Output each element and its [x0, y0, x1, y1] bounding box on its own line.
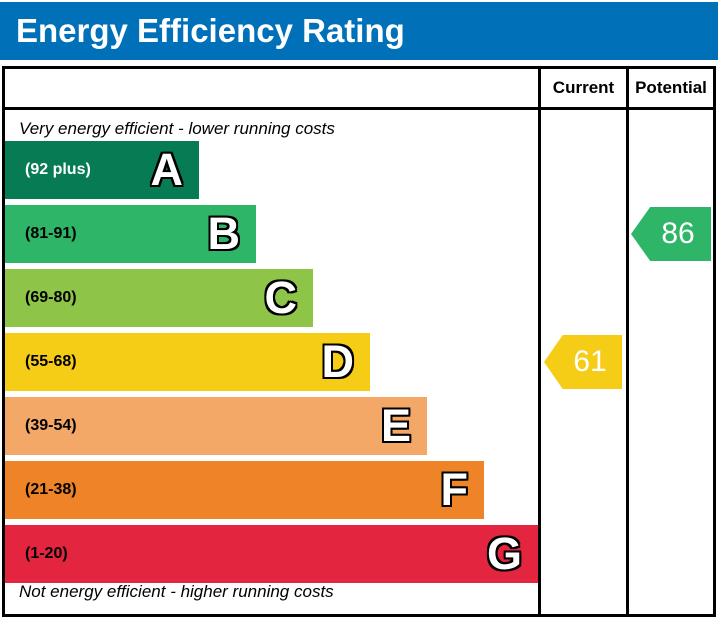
band-range-label: (92 plus) — [25, 161, 91, 178]
band-letter: F — [440, 464, 469, 515]
band-letter: G — [486, 528, 522, 579]
band-letter: E — [380, 400, 411, 451]
band-row-c: (69-80) C — [5, 269, 313, 327]
band-row-e: (39-54) E — [5, 397, 427, 455]
band-letter: B — [207, 208, 241, 259]
top-note: Very energy efficient - lower running co… — [19, 119, 335, 138]
band-range-label: (81-91) — [25, 225, 77, 242]
energy-rating-table: Current Potential Very energy efficient … — [2, 66, 716, 617]
band-row-a: (92 plus) A — [5, 141, 199, 199]
potential-column: 86 — [626, 110, 713, 614]
current-rating-value: 61 — [573, 345, 607, 378]
band-row-b: (81-91) B — [5, 205, 256, 263]
band-range-label: (21-38) — [25, 481, 77, 498]
band-letter: D — [321, 336, 355, 387]
chart-title: Energy Efficiency Rating — [16, 12, 405, 49]
main-header-cell — [5, 69, 538, 110]
current-column-header: Current — [538, 69, 626, 110]
band-range-label: (69-80) — [25, 289, 77, 306]
current-column: 61 — [538, 110, 626, 614]
potential-rating-arrow: 86 — [631, 207, 711, 261]
band-row-f: (21-38) F — [5, 461, 484, 519]
band-letter: C — [264, 272, 298, 323]
band-range-label: (55-68) — [25, 353, 77, 370]
potential-rating-value: 86 — [661, 217, 695, 250]
bottom-note: Not energy efficient - higher running co… — [19, 582, 334, 601]
band-range-label: (1-20) — [25, 545, 68, 562]
band-row-d: (55-68) D — [5, 333, 370, 391]
band-range-label: (39-54) — [25, 417, 77, 434]
chart-title-bar: Energy Efficiency Rating — [0, 2, 718, 60]
band-row-g: (1-20) G — [5, 525, 538, 583]
potential-column-header: Potential — [626, 69, 713, 110]
bands-container: (92 plus) A (81-91) B (69-80) C (55-68) … — [5, 141, 538, 589]
current-rating-arrow: 61 — [544, 335, 622, 389]
band-chart-area: Very energy efficient - lower running co… — [5, 110, 538, 614]
band-letter: A — [150, 144, 184, 195]
